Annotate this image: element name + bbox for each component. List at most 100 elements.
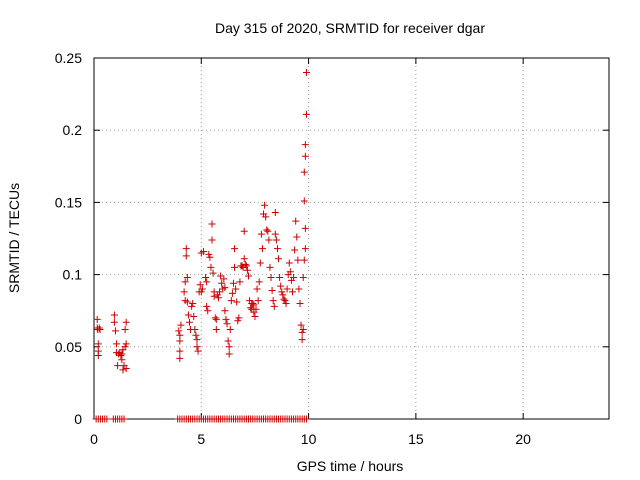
data-point [256, 259, 264, 267]
grid [94, 58, 609, 419]
data-point [190, 312, 198, 320]
data-point [290, 273, 298, 281]
data-point [235, 314, 243, 322]
data-point [247, 304, 255, 312]
data-point [94, 340, 102, 348]
x-tick-label: 15 [408, 431, 424, 447]
data-point [297, 321, 305, 329]
data-point [212, 325, 220, 333]
data-point [302, 415, 310, 423]
data-point [176, 337, 184, 345]
data-point [269, 297, 277, 305]
data-point [283, 285, 291, 293]
data-point [299, 325, 307, 333]
data-point [94, 351, 102, 359]
data-point [93, 315, 101, 323]
data-point [208, 236, 216, 244]
data-point [223, 320, 231, 328]
data-point [262, 213, 270, 221]
data-point [243, 266, 251, 274]
data-point [210, 292, 218, 300]
data-point [234, 317, 242, 325]
data-point [111, 327, 119, 335]
data-point [277, 282, 285, 290]
plot-area-border [93, 57, 610, 420]
data-point [198, 285, 206, 293]
data-point [253, 285, 261, 293]
data-point [202, 273, 210, 281]
data-point [121, 325, 129, 333]
y-tick-labels: 0 0.05 0.1 0.15 0.2 0.25 [55, 50, 82, 427]
data-point [196, 281, 204, 289]
data-point [189, 299, 197, 307]
data-point [264, 227, 272, 235]
data-point [288, 288, 296, 296]
x-axis-label: GPS time / hours [297, 458, 404, 474]
data-point [225, 343, 233, 351]
data-point [241, 260, 249, 268]
x-tick-label: 20 [515, 431, 531, 447]
data-point [282, 299, 290, 307]
data-point [285, 259, 293, 267]
data-point [114, 362, 122, 370]
data-point [242, 262, 250, 270]
data-point [216, 288, 224, 296]
data-point [252, 305, 260, 313]
data-point [110, 311, 118, 319]
data-point [214, 294, 222, 302]
data-point [193, 343, 201, 351]
data-point [226, 325, 234, 333]
data-point [113, 340, 121, 348]
data-point [122, 318, 130, 326]
data-point [206, 253, 214, 261]
data-point [122, 364, 130, 372]
data-point [295, 285, 303, 293]
data-point [218, 279, 226, 287]
data-point [193, 336, 201, 344]
data-point [291, 246, 299, 254]
data-point [276, 273, 284, 281]
data-point [175, 327, 183, 335]
data-point [197, 288, 205, 296]
data-point [266, 263, 274, 271]
data-point [227, 297, 235, 305]
data-point [236, 278, 244, 286]
data-point [294, 256, 302, 264]
data-point [286, 268, 294, 276]
data-point [192, 331, 200, 339]
data-point [194, 347, 202, 355]
data-point [300, 197, 308, 205]
data-point [257, 230, 265, 238]
x-tick-label: 5 [197, 431, 205, 447]
data-point [261, 201, 269, 209]
data-point [250, 301, 258, 309]
data-point [96, 325, 104, 333]
data-point [211, 314, 219, 322]
data-point [280, 295, 288, 303]
data-point [254, 297, 262, 305]
data-point [208, 220, 216, 228]
data-point [183, 298, 191, 306]
data-point [281, 297, 289, 305]
data-point [121, 343, 129, 351]
data-point [117, 351, 125, 359]
data-point [177, 321, 185, 329]
data-point [258, 245, 266, 253]
data-point [300, 168, 308, 176]
data-point [95, 324, 103, 332]
data-point [279, 291, 287, 299]
data-point [182, 245, 190, 253]
data-point [204, 307, 212, 315]
x-tick-labels: 0 5 10 15 20 [90, 431, 531, 447]
data-point [263, 226, 271, 234]
data-point [265, 236, 273, 244]
data-point [122, 340, 130, 348]
y-tick-label: 0.05 [55, 339, 82, 355]
data-point [301, 152, 309, 160]
data-point [185, 318, 193, 326]
data-point [203, 302, 211, 310]
data-point [301, 245, 309, 253]
data-point [199, 247, 207, 255]
data-point [180, 288, 188, 296]
